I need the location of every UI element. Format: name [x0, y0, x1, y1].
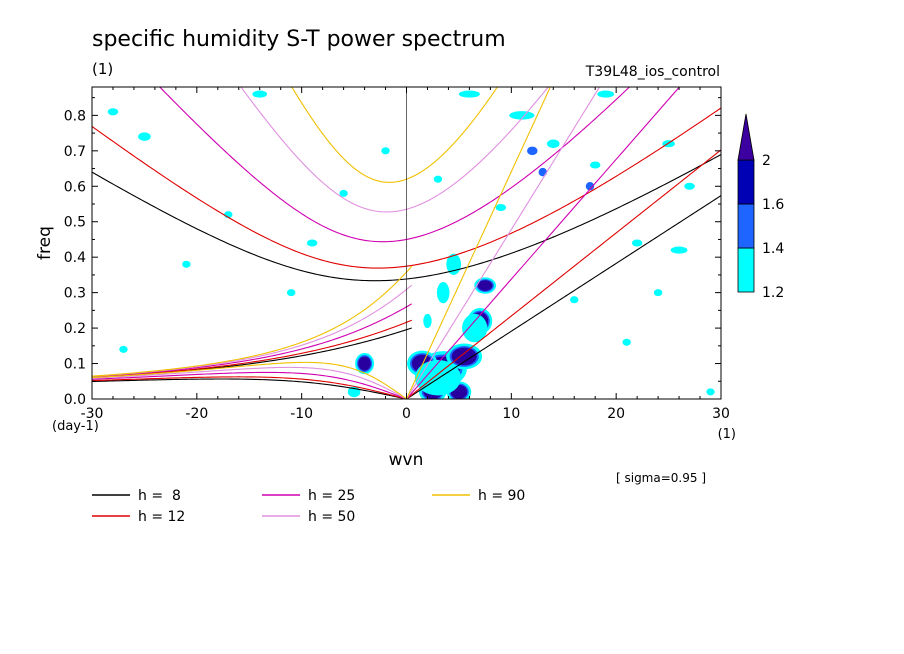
legend-label-h50: h = 50: [308, 509, 355, 525]
power-region-19: [138, 132, 151, 141]
power-region-16: [585, 182, 595, 191]
power-region-26: [631, 239, 643, 247]
legend-label-h25: h = 25: [308, 488, 355, 504]
mrg-curve-h90: [92, 265, 413, 377]
y-tick-label-1: 0.1: [64, 357, 86, 373]
mrg-curve-h12: [92, 319, 412, 378]
units-label: (1): [92, 60, 113, 78]
axis-ticks: -30 -20 -10 0 10 20 30 0.0 0.1 0.2 0.3 0.4 0.5 0.6 0.7…: [64, 87, 730, 422]
power-region-25: [684, 182, 695, 190]
x-tick-label-6: 30: [712, 406, 730, 422]
kelvin-curve-h50: [406, 87, 601, 399]
power-region-20: [107, 108, 119, 116]
rossby-curve-h12: [92, 376, 407, 399]
x-unit-label: (1): [718, 427, 736, 442]
power-region-36: [339, 189, 348, 197]
x-tick-label-2: -10: [290, 406, 313, 422]
rossby-curve-h90: [92, 361, 407, 399]
power-region-33: [622, 338, 631, 346]
y-tick-label-0: 0.0: [64, 392, 86, 408]
legend-label-h12: h = 12: [138, 509, 185, 525]
x-tick-label-3: 0: [402, 406, 411, 422]
legend: h = 8 h = 12 h = 25 h = 50 h = 90: [92, 488, 525, 525]
power-region-17: [538, 167, 547, 177]
colorbar-label-2: 1.6: [762, 197, 784, 213]
power-region-7: [477, 280, 493, 291]
kelvin-curve-h25: [406, 87, 681, 399]
power-region-30: [182, 260, 191, 268]
power-region-6: [358, 356, 371, 371]
power-region-18: [527, 146, 538, 156]
kelvin-curve-h8: [406, 195, 721, 399]
rossby-curve-h25: [92, 371, 407, 399]
power-region-15: [546, 139, 560, 148]
mrg-curve-h25: [92, 303, 413, 378]
power-region-12: [423, 313, 432, 329]
colorbar-segment-0: [737, 247, 755, 293]
sigma-note: [ sigma=0.95 ]: [616, 471, 706, 485]
colorbar-extension: [737, 113, 755, 161]
y-axis-title: freq: [35, 226, 55, 260]
power-region-21: [252, 90, 268, 98]
y-unit-label: (day-1): [52, 419, 99, 434]
power-region-2: [451, 347, 477, 366]
x-tick-label-0: -30: [81, 406, 104, 422]
power-region-38: [495, 204, 507, 212]
kelvin-curve-h90: [406, 87, 551, 399]
power-region-35: [119, 345, 128, 353]
colorbar-segment-2: [737, 159, 755, 205]
x-tick-label-4: 10: [502, 406, 520, 422]
power-region-14: [509, 111, 535, 120]
power-region-40: [589, 161, 601, 169]
y-tick-label-5: 0.5: [64, 215, 86, 231]
y-tick-label-2: 0.2: [64, 321, 86, 337]
experiment-label: T39L48_ios_control: [585, 64, 720, 80]
rossby-curve-h50: [92, 366, 407, 399]
power-region-22: [458, 90, 480, 98]
power-region-28: [306, 239, 318, 247]
x-axis-title: wvn: [389, 450, 424, 470]
chart-title: specific humidity S-T power spectrum: [92, 27, 506, 52]
power-region-27: [670, 246, 688, 254]
power-contours: [107, 90, 715, 399]
y-tick-label-7: 0.7: [64, 144, 86, 160]
power-region-37: [433, 175, 443, 183]
legend-label-h8: h = 8: [138, 488, 181, 504]
colorbar-label-3: 2: [762, 153, 771, 169]
y-tick-label-4: 0.4: [64, 250, 86, 266]
y-tick-label-8: 0.8: [64, 108, 86, 124]
power-region-10: [436, 282, 450, 304]
rossby-curve-h8: [92, 378, 407, 399]
colorbar-label-1: 1.4: [762, 241, 784, 257]
kelvin-curve-h12: [406, 149, 721, 399]
y-tick-label-6: 0.6: [64, 179, 86, 195]
power-region-9: [462, 313, 488, 343]
power-region-34: [706, 388, 715, 396]
colorbar-label-0: 1.2: [762, 285, 784, 301]
colorbar: 1.2 1.4 1.6 2: [737, 113, 784, 301]
power-region-32: [570, 296, 579, 304]
power-region-39: [381, 147, 390, 155]
power-region-23: [597, 90, 615, 98]
y-tick-label-3: 0.3: [64, 286, 86, 302]
x-tick-label-5: 20: [607, 406, 625, 422]
legend-label-h90: h = 90: [478, 488, 525, 504]
colorbar-segment-1: [737, 203, 755, 249]
power-region-31: [286, 289, 296, 297]
power-region-41: [653, 289, 663, 297]
x-tick-label-1: -20: [185, 406, 208, 422]
